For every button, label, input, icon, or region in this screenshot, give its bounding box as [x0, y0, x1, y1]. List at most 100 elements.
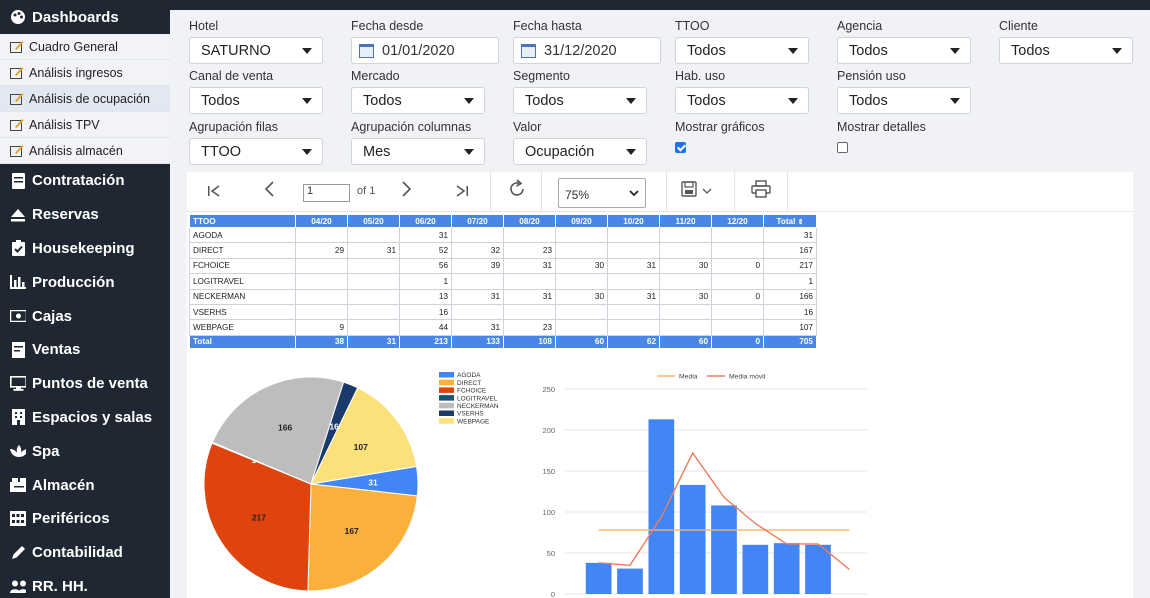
table-cell: 16 [399, 303, 452, 321]
sidebar-item-produccion[interactable]: Producción [0, 265, 170, 299]
print-icon[interactable] [751, 180, 771, 203]
sidebar-subitem-label: Cuadro General [29, 39, 118, 54]
mostrar-detalles-checkbox[interactable] [837, 142, 848, 153]
filter-label: Segmento [513, 69, 570, 83]
sidebar-item-espacios-y-salas[interactable]: Espacios y salas [0, 401, 170, 435]
table-header-cell[interactable]: Total ⇕ [763, 214, 817, 228]
fecha-hasta-input[interactable]: 31/12/2020 [513, 37, 661, 64]
sidebar-item-cajas[interactable]: Cajas [0, 299, 170, 333]
page-number-input[interactable]: 1 [303, 184, 350, 202]
chevron-down-icon [788, 48, 798, 54]
sidebar-item-rrhh[interactable]: RR. HH. [0, 570, 170, 598]
legend-label: VSERHS [457, 411, 484, 418]
sidebar-subitem-analisis-ocupacion[interactable]: Análisis de ocupación [0, 86, 170, 112]
segmento-select[interactable]: Todos [513, 87, 647, 114]
agrupacion-columnas-select[interactable]: Mes [351, 138, 485, 165]
sidebar-subitem-cuadro-general[interactable]: Cuadro General [0, 34, 170, 60]
table-header-cell: 12/20 [711, 214, 764, 228]
valor-select[interactable]: Ocupación [513, 138, 647, 165]
prev-page-button[interactable] [263, 181, 275, 202]
ttoo-select[interactable]: Todos [675, 37, 809, 64]
table-cell: 30 [555, 288, 608, 305]
table-cell: 167 [763, 242, 817, 259]
sidebar-item-puntos-de-venta[interactable]: Puntos de venta [0, 367, 170, 401]
hab-uso-select[interactable]: Todos [675, 87, 809, 114]
pie-slice [211, 376, 345, 485]
filter-label: Hab. uso [675, 69, 726, 83]
canal-select[interactable]: Todos [189, 87, 323, 114]
table-cell [711, 273, 764, 290]
y-tick-label: 200 [542, 426, 555, 435]
table-cell [503, 303, 556, 321]
select-value: Todos [849, 42, 888, 59]
table-total-cell: 62 [607, 334, 660, 349]
table-cell [607, 303, 660, 321]
filter-cliente: Cliente Todos [999, 19, 1133, 64]
agencia-select[interactable]: Todos [837, 37, 971, 64]
sidebar-item-label: Almacén [32, 476, 95, 494]
bar [648, 419, 675, 594]
table-cell [451, 273, 504, 290]
toolbar-separator [490, 172, 491, 212]
hotel-select[interactable]: SATURNO [189, 37, 323, 64]
sidebar-item-perifericos[interactable]: Periféricos [0, 502, 170, 536]
last-page-button[interactable] [455, 182, 469, 203]
agrupacion-filas-select[interactable]: TTOO [189, 138, 323, 165]
first-page-button[interactable] [207, 182, 221, 203]
series-line [598, 451, 850, 570]
sidebar-item-contratacion[interactable]: Contratación [0, 164, 170, 198]
sidebar-item-housekeeping[interactable]: Housekeeping [0, 232, 170, 266]
table-cell: 52 [399, 242, 452, 259]
filter-agencia: Agencia Todos [837, 19, 971, 64]
table-header-cell: 10/20 [607, 214, 660, 228]
legend-label: NECKERMAN [457, 403, 499, 410]
bar [742, 544, 769, 594]
table-cell: 23 [503, 242, 556, 259]
sidebar-item-reservas[interactable]: Reservas [0, 198, 170, 232]
filter-mercado: Mercado Todos [351, 69, 485, 114]
table-cell [555, 273, 608, 290]
table-cell: 56 [399, 257, 452, 275]
table-cell: 13 [399, 288, 452, 305]
filter-label: Fecha hasta [513, 19, 582, 33]
y-tick-label: 250 [542, 385, 555, 394]
report-toolbar: 1 of 1 75% [187, 172, 1133, 212]
table-cell [659, 273, 712, 290]
table-total-cell: 0 [711, 334, 764, 349]
sidebar-subitem-analisis-ingresos[interactable]: Análisis ingresos [0, 60, 170, 86]
filter-label: Fecha desde [351, 19, 424, 33]
fecha-desde-input[interactable]: 01/01/2020 [351, 37, 499, 64]
pension-uso-select[interactable]: Todos [837, 87, 971, 114]
zoom-select[interactable]: 75% [558, 178, 646, 208]
sidebar-item-almacen[interactable]: Almacén [0, 468, 170, 502]
table-cell [503, 226, 556, 244]
sidebar-item-dashboards[interactable]: Dashboards [0, 0, 170, 34]
table-cell [659, 226, 712, 244]
mercado-select[interactable]: Todos [351, 87, 485, 114]
save-icon[interactable] [681, 181, 715, 204]
cliente-select[interactable]: Todos [999, 37, 1133, 64]
toolbar-separator [541, 172, 542, 212]
money-bill-icon [10, 308, 26, 324]
refresh-icon[interactable] [507, 179, 527, 204]
legend-swatch [439, 402, 454, 409]
table-cell [711, 226, 764, 244]
sidebar-subitem-analisis-tpv[interactable]: Análisis TPV [0, 112, 170, 138]
sidebar-item-spa[interactable]: Spa [0, 434, 170, 468]
page-count-label: of 1 [357, 185, 376, 197]
sidebar-subitem-analisis-almacen[interactable]: Análisis almacén [0, 138, 170, 164]
pie-chart: 31167217116616107AGODADIRECTFCHOICELOGIT… [203, 372, 499, 592]
sidebar-item-ventas[interactable]: Ventas [0, 333, 170, 367]
table-cell [711, 242, 764, 259]
mostrar-graficos-checkbox[interactable] [675, 142, 686, 153]
sidebar-item-contabilidad[interactable]: Contabilidad [0, 536, 170, 570]
next-page-button[interactable] [401, 181, 413, 202]
table-cell: 16 [763, 303, 817, 321]
filter-mostrar-detalles: Mostrar detalles [837, 120, 926, 153]
table-cell [295, 273, 348, 290]
select-value: Todos [201, 92, 240, 109]
receipt-icon [10, 341, 26, 358]
filter-label: Cliente [999, 19, 1038, 33]
table-header-cell: 11/20 [659, 214, 712, 228]
warehouse-icon [10, 477, 26, 493]
